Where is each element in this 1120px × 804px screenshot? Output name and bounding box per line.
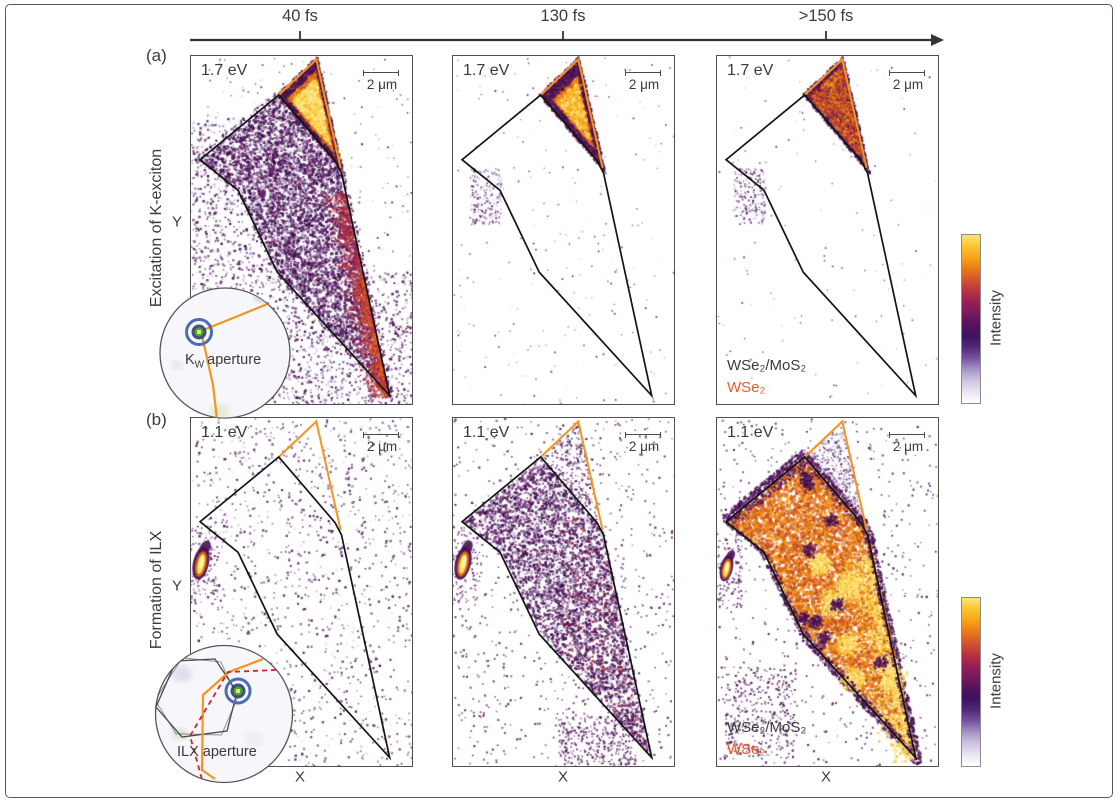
scalebar-label: 2 μm [892,439,924,454]
bz-spot-faint [210,404,230,418]
y-axis-label-b: Y [171,577,183,595]
panel-letter-a: (a) [146,46,167,65]
energy-label: 1.7 eV [201,62,248,79]
k-point-spot-peak [197,330,201,334]
legend-heterostructure: WSe₂/MoS₂ [727,719,807,736]
bz-hexagon-rotated [155,657,239,736]
mos2-bz-edge-dashed [189,669,277,783]
flake-outline-a1 [198,57,392,399]
scalebar [625,70,661,76]
x-axis-label-2: X [557,768,569,786]
panel-a-130fs: 1.7 eV 2 μm [452,55,675,405]
panel-a-150fs: 1.7 eV 2 μm WSe₂/MoS₂ WSe₂ [716,55,939,405]
x-axis-label-3: X [820,768,832,786]
kw-aperture-inset: KW aperture [159,287,291,419]
aperture-ring [224,677,252,705]
wse2-bz-edge [199,294,288,418]
bz-spot-faint [171,360,183,370]
flake-outline-b1 [198,419,392,761]
energy-label: 1.1 eV [463,424,510,441]
legend-monolayer: WSe₂ [727,741,766,758]
map-canvas-b2 [453,418,674,766]
scalebar-label: 2 μm [628,77,660,92]
energy-label: 1.1 eV [727,424,774,441]
row-label-k-exciton: Excitation of K-exciton [148,148,165,308]
bz-spot-faint [245,732,263,746]
row-label-ilx: Formation of ILX [148,530,165,650]
colorbar-label-a: Intensity [987,290,1005,346]
scalebar [889,432,925,438]
scalebar-label: 2 μm [366,439,398,454]
ilx-aperture-inset: ILX aperture [154,644,294,784]
scalebar [889,70,925,76]
aperture-ring [185,318,213,346]
flake-outline-b3 [724,419,918,761]
scalebar-label: 2 μm [628,439,660,454]
ilx-spot-peak [236,689,240,693]
scalebar [363,70,399,76]
timeline-label-130fs: 130 fs [540,7,586,25]
timeline-label-40fs: 40 fs [282,7,318,25]
energy-label: 1.1 eV [201,424,248,441]
panel-b-150fs: 1.1 eV 2 μm WSe₂/MoS₂ WSe₂ [716,417,939,767]
kw-aperture-label: KW aperture [185,352,261,371]
bz-spot-faint [172,666,192,682]
colorbar-label-b: Intensity [987,653,1005,709]
wse2-bz-edge [200,657,264,780]
flake-outline-a3 [724,57,918,399]
scalebar-label: 2 μm [366,77,398,92]
legend-monolayer: WSe₂ [727,379,766,396]
scalebar [625,432,661,438]
y-axis-label-a: Y [171,213,183,231]
map-canvas-a3 [717,56,938,404]
scalebar-label: 2 μm [892,77,924,92]
ilx-aperture-label: ILX aperture [177,744,257,760]
bz-hexagon [155,658,238,738]
colorbar-b [961,597,981,767]
colorbar-a [961,234,981,404]
legend-heterostructure: WSe₂/MoS₂ [727,357,807,374]
map-canvas-b3 [717,418,938,766]
energy-label: 1.7 eV [727,62,774,79]
x-axis-label-1: X [294,768,306,786]
figure-frame [5,4,1113,798]
layer-legend: WSe₂/MoS₂ WSe₂ [727,355,806,399]
flake-outline-b2 [460,419,654,761]
flake-outline-a2 [460,57,654,399]
panel-letter-b: (b) [146,410,167,429]
panel-b-130fs: 1.1 eV 2 μm [452,417,675,767]
timeline-label-150fs: >150 fs [798,7,854,25]
timeline-arrow [190,31,944,46]
layer-legend: WSe₂/MoS₂ WSe₂ [727,717,806,761]
scalebar [363,432,399,438]
energy-label: 1.7 eV [463,62,510,79]
map-canvas-a2 [453,56,674,404]
